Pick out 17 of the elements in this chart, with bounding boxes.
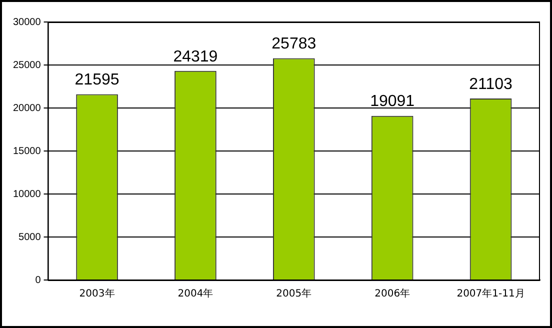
data-label: 21103 [469, 76, 513, 93]
x-tick-label: 2007年1-11月 [456, 288, 525, 300]
data-label: 24319 [173, 48, 218, 66]
y-tick-label: 20000 [12, 102, 42, 114]
data-label: 19091 [370, 93, 415, 110]
x-tick-label: 2004年 [178, 288, 214, 300]
y-tick-label: 30000 [12, 16, 42, 28]
y-tick-label: 15000 [12, 146, 42, 157]
x-tick-label: 2005年 [276, 288, 312, 300]
y-tick-label: 0 [35, 274, 42, 286]
data-label: 21595 [74, 72, 120, 89]
x-tick-label: 2003年 [79, 288, 115, 300]
x-tick-label: 2006年 [374, 288, 410, 300]
y-tick-label: 25000 [12, 60, 42, 71]
y-tick-label: 5000 [18, 232, 42, 243]
data-label: 25783 [272, 36, 316, 53]
y-tick-label: 10000 [12, 188, 42, 200]
